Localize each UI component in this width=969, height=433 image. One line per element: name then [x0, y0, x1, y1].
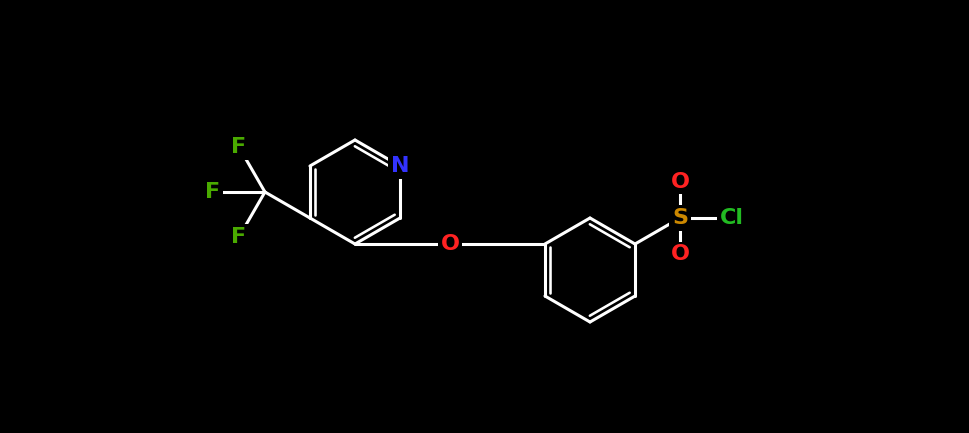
Text: Cl: Cl: [719, 208, 743, 228]
Text: N: N: [391, 156, 409, 176]
Text: F: F: [232, 227, 246, 247]
Text: O: O: [670, 171, 689, 191]
Text: O: O: [670, 244, 689, 265]
Text: F: F: [232, 137, 246, 157]
Text: O: O: [440, 234, 459, 254]
Text: F: F: [205, 182, 220, 202]
Text: S: S: [672, 208, 687, 228]
